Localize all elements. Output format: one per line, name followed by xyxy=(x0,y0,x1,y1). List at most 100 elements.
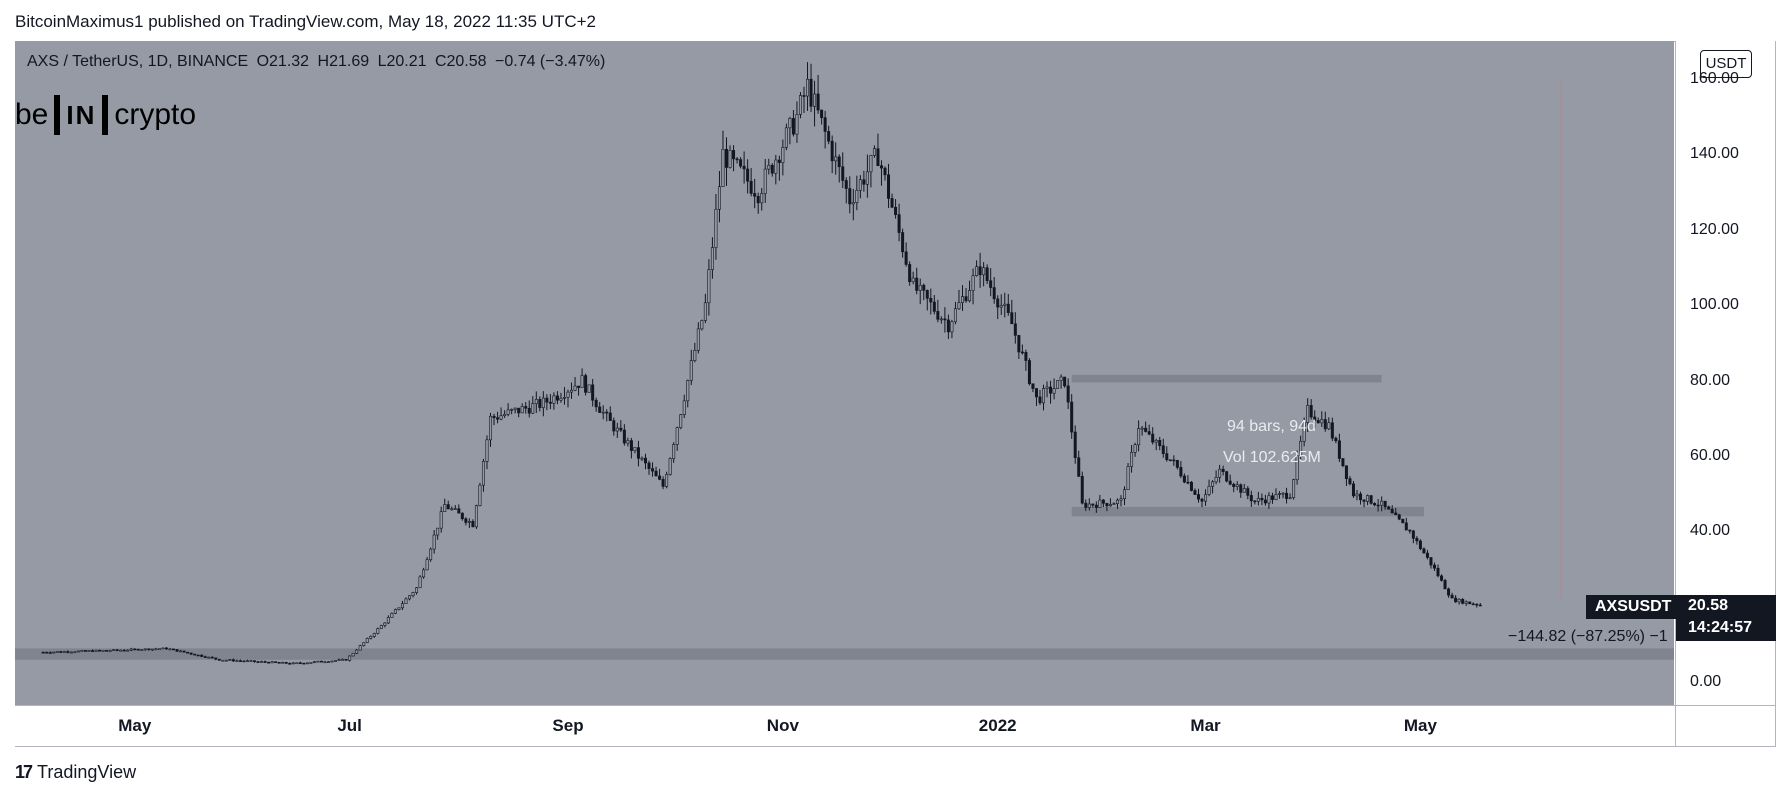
candle-body xyxy=(1330,422,1334,439)
candle-body xyxy=(636,447,640,459)
candle-body xyxy=(1165,453,1169,461)
candle-body xyxy=(855,189,859,203)
candle-body xyxy=(270,661,274,664)
candle-body xyxy=(1394,512,1398,516)
candle-body xyxy=(1299,440,1303,456)
candle-body xyxy=(1084,502,1088,508)
candle-body xyxy=(587,384,591,393)
candle-body xyxy=(369,636,373,639)
candle-body xyxy=(112,649,116,651)
candle-body xyxy=(869,155,873,173)
candle-body xyxy=(1013,323,1017,336)
candle-body xyxy=(238,660,242,662)
candle-body xyxy=(806,78,810,97)
becrypto-logo: be IN crypto xyxy=(15,95,196,135)
candle-body xyxy=(1457,598,1461,603)
candle-body xyxy=(1042,388,1046,404)
candle-body xyxy=(922,284,926,291)
candle-body xyxy=(1404,522,1408,531)
candle-body xyxy=(52,651,56,654)
candle-body xyxy=(41,651,45,654)
candle-body xyxy=(1200,498,1204,502)
candle-body xyxy=(1003,303,1007,306)
candle-body xyxy=(143,648,147,651)
candle-body xyxy=(767,164,771,170)
candle-body xyxy=(1429,557,1433,566)
candle-body xyxy=(217,658,221,661)
candle-body xyxy=(798,95,802,115)
candle-body xyxy=(816,93,820,111)
candle-body xyxy=(263,661,267,663)
candle-body xyxy=(1302,422,1306,442)
candle-body xyxy=(643,457,647,464)
candle-body xyxy=(629,440,633,451)
candle-body xyxy=(489,415,493,441)
candle-body xyxy=(358,645,362,651)
candle-body xyxy=(1126,466,1130,490)
measure-volume-label: Vol 102.625M xyxy=(1223,449,1321,466)
candle-body xyxy=(573,385,577,391)
price-axis[interactable] xyxy=(1675,41,1775,705)
candle-body xyxy=(580,375,584,388)
candle-body xyxy=(140,649,144,652)
candle-body xyxy=(1376,504,1380,507)
candle-body xyxy=(1101,499,1105,504)
logo-left-text: be xyxy=(15,98,49,131)
candle-body xyxy=(978,266,982,276)
candle-body xyxy=(1270,495,1274,500)
candle-body xyxy=(651,468,655,472)
candle-body xyxy=(953,308,957,323)
plot-area[interactable] xyxy=(15,41,1674,705)
candle-body xyxy=(735,158,739,161)
candle-body xyxy=(725,148,729,168)
candle-body xyxy=(658,475,662,480)
candle-body xyxy=(496,417,500,420)
candle-body xyxy=(443,504,447,513)
legend-change: −0.74 (−3.47%) xyxy=(495,53,606,70)
candle-body xyxy=(1182,475,1186,483)
candle-body xyxy=(837,156,841,168)
candle-body xyxy=(203,656,207,658)
candle-body xyxy=(527,407,531,414)
candle-body xyxy=(823,117,827,132)
candle-body xyxy=(827,131,831,142)
candle-body xyxy=(517,407,521,414)
candle-body xyxy=(696,328,700,351)
candle-body xyxy=(1098,499,1102,508)
candle-body xyxy=(809,78,813,107)
candle-body xyxy=(746,168,750,182)
zone-rect xyxy=(1071,506,1424,517)
candle-body xyxy=(404,598,408,604)
candle-body xyxy=(1323,419,1327,430)
candle-body xyxy=(788,118,792,129)
candle-body xyxy=(168,648,172,651)
currency-button[interactable]: USDT xyxy=(1700,50,1752,78)
candle-body xyxy=(105,650,109,652)
candle-body xyxy=(337,659,341,661)
candle-body xyxy=(1253,500,1257,503)
candle-body xyxy=(732,150,736,160)
candle-body xyxy=(1232,483,1236,487)
candle-body xyxy=(1063,376,1067,387)
candle-body xyxy=(312,661,316,663)
time-axis[interactable] xyxy=(15,705,1675,746)
candle-body xyxy=(763,168,767,194)
candle-body xyxy=(612,420,616,432)
candle-body xyxy=(665,474,669,487)
candle-body xyxy=(1218,468,1222,478)
candle-body xyxy=(464,518,468,523)
candle-body xyxy=(179,650,183,653)
bar-countdown: 14:24:57 xyxy=(1688,619,1753,636)
time-tick-label: May xyxy=(118,716,152,735)
candle-body xyxy=(172,648,176,651)
candle-body xyxy=(1380,500,1384,506)
candle-body xyxy=(193,653,197,656)
measure-bars-label: 94 bars, 94d xyxy=(1227,418,1316,435)
candle-body xyxy=(619,427,623,431)
candle-body xyxy=(150,648,154,651)
candle-body xyxy=(379,625,383,629)
candle-body xyxy=(876,148,880,167)
candle-body xyxy=(295,662,299,665)
candle-body xyxy=(83,650,87,652)
legend-symbol: AXS / TetherUS, 1D, BINANCE xyxy=(27,53,249,70)
